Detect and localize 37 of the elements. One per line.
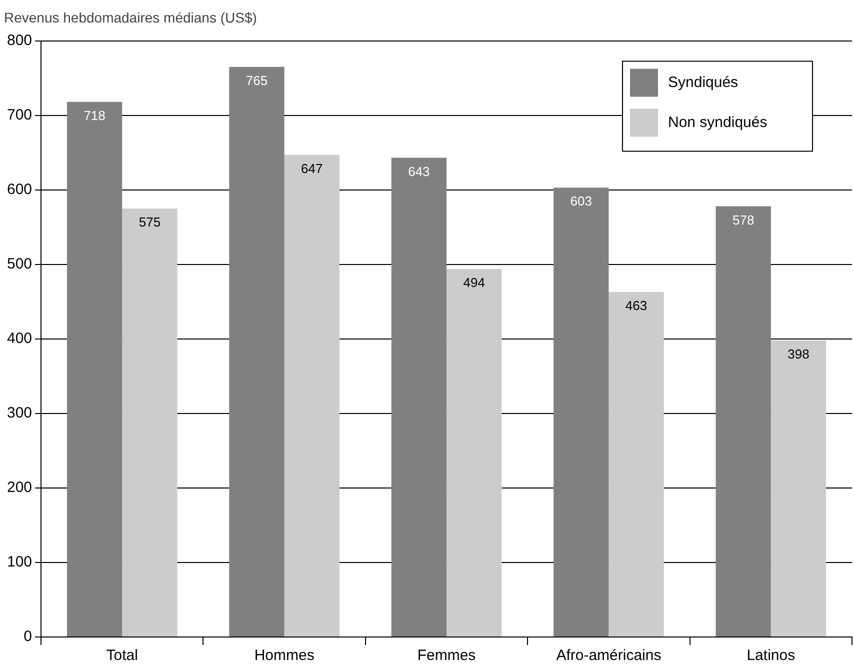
bar <box>554 188 609 636</box>
y-tick-label: 300 <box>6 404 32 422</box>
x-tick-label: Afro-américains <box>556 647 662 664</box>
x-tick-label: Hommes <box>254 647 314 664</box>
bar <box>66 102 122 636</box>
y-tick-label: 200 <box>6 479 32 496</box>
bar <box>716 206 771 636</box>
bar <box>122 208 178 636</box>
data-label: 398 <box>788 346 810 362</box>
data-label: 578 <box>732 212 754 228</box>
y-tick-label: 500 <box>6 256 32 273</box>
data-label: 643 <box>408 164 430 179</box>
y-tick-label: 0 <box>24 628 32 646</box>
x-tick-label: Latinos <box>746 647 796 664</box>
data-label: 718 <box>84 108 106 123</box>
bar <box>770 340 826 636</box>
y-axis-title: Revenus hebdomadaires médians (US$) <box>4 9 257 26</box>
data-label: 575 <box>138 214 161 230</box>
bar <box>391 158 447 636</box>
data-label: 765 <box>246 72 268 88</box>
data-label: 463 <box>625 298 648 314</box>
bar <box>284 154 340 636</box>
data-label: 494 <box>463 274 485 290</box>
legend-label: Non syndiqués <box>668 114 768 131</box>
y-tick-label: 100 <box>6 554 32 571</box>
y-tick-label: 700 <box>6 106 32 124</box>
data-label: 603 <box>570 194 592 209</box>
y-tick-label: 600 <box>6 180 32 198</box>
bar <box>446 268 502 636</box>
legend-label: Syndiqués <box>668 74 738 91</box>
bar <box>229 66 284 636</box>
x-tick-label: Femmes <box>417 647 476 664</box>
data-label: 647 <box>301 160 323 176</box>
y-tick-label: 400 <box>6 330 32 348</box>
bar <box>608 292 664 636</box>
x-tick-label: Total <box>106 647 138 664</box>
y-tick-label: 800 <box>6 32 32 49</box>
